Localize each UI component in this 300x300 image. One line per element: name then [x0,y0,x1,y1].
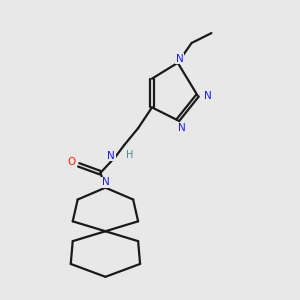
Text: N: N [176,54,184,64]
Text: O: O [68,157,76,167]
Text: N: N [178,123,186,133]
Text: N: N [204,91,211,100]
Text: H: H [125,150,133,160]
Text: N: N [107,151,115,161]
Text: N: N [101,177,109,187]
